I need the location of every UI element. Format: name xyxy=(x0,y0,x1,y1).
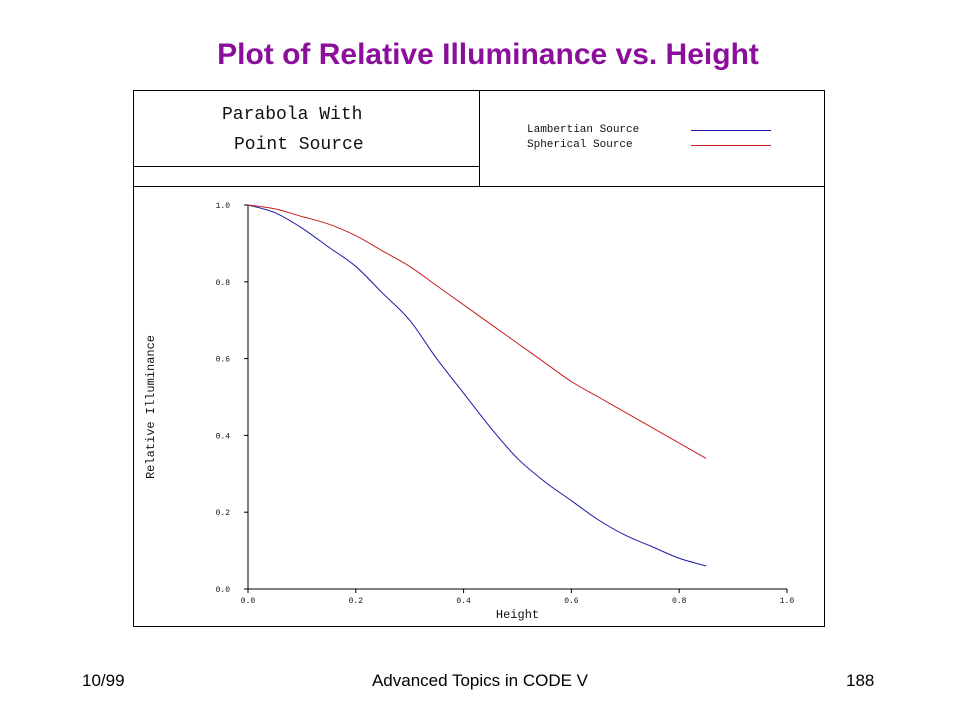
y-tick-label: 0.2 xyxy=(216,509,231,518)
y-tick-label: 0.4 xyxy=(216,432,231,441)
x-tick-label: 0.4 xyxy=(456,597,471,606)
chart-title-line-1: Parabola With xyxy=(222,105,363,125)
y-tick-label: 1.0 xyxy=(216,202,231,211)
footer-page-number: 188 xyxy=(846,671,875,690)
slide-title: Plot of Relative Illuminance vs. Height xyxy=(217,38,759,71)
chart-frame: Parabola With Point Source Lambertian So… xyxy=(133,90,825,627)
x-tick-label: 0.8 xyxy=(672,597,687,606)
legend-label-lambertian: Lambertian Source xyxy=(527,124,640,136)
header-vertical-divider xyxy=(479,91,480,186)
legend-label-spherical: Spherical Source xyxy=(527,139,633,151)
header-divider xyxy=(134,186,824,187)
title-box-divider xyxy=(134,166,479,167)
legend-swatch-lambertian xyxy=(691,130,771,131)
plot-area: 0.0 0.2 0.4 0.6 0.8 1.0 0.0 0.2 0.4 0.6 0.8 1.0 Heig… xyxy=(144,202,795,622)
y-axis-title: Relative Illuminance xyxy=(144,335,158,479)
legend-swatch-spherical xyxy=(691,145,771,146)
footer-course-title: Advanced Topics in CODE V xyxy=(371,671,589,690)
chart-title-line-2: Point Source xyxy=(234,135,364,155)
x-tick-label: 0.2 xyxy=(349,597,364,606)
series-line-spherical xyxy=(247,204,707,459)
footer-date: 10/99 xyxy=(82,671,125,690)
x-tick-label: 1.0 xyxy=(780,597,795,606)
x-axis-title: Height xyxy=(496,608,539,622)
y-tick-label: 0.6 xyxy=(216,356,231,365)
y-tick-label: 0.0 xyxy=(216,586,231,595)
x-tick-label: 0.0 xyxy=(241,597,256,606)
series-line-lambertian xyxy=(247,204,707,567)
y-tick-label: 0.8 xyxy=(216,279,231,288)
x-tick-label: 0.6 xyxy=(564,597,579,606)
